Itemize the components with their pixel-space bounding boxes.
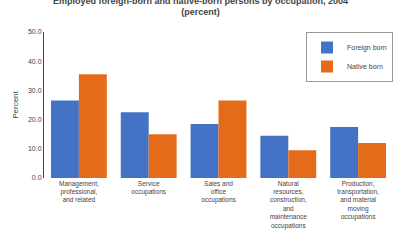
svg-text:Production,transportation,and: Production,transportation,and materialmo… — [337, 180, 379, 222]
svg-text:Percent: Percent — [11, 90, 20, 118]
svg-text:40.0: 40.0 — [28, 58, 42, 65]
svg-text:10.0: 10.0 — [28, 145, 42, 152]
svg-text:Sales andofficeoccupations: Sales andofficeoccupations — [201, 180, 236, 205]
svg-text:0.0: 0.0 — [32, 174, 42, 181]
svg-text:50.0: 50.0 — [28, 28, 42, 35]
svg-text:Foreign born: Foreign born — [347, 44, 387, 52]
svg-text:Employed foreign-born and nati: Employed foreign-born and native-born pe… — [53, 0, 348, 17]
svg-text:Serviceoccupations: Serviceoccupations — [131, 180, 166, 196]
svg-text:20.0: 20.0 — [28, 116, 42, 123]
svg-text:30.0: 30.0 — [28, 87, 42, 94]
svg-text:Naturalresources,construction,: Naturalresources,construction,andmainten… — [270, 180, 308, 230]
svg-text:Native born: Native born — [347, 63, 383, 70]
svg-text:Management,professional,and re: Management,professional,and related — [59, 180, 99, 204]
